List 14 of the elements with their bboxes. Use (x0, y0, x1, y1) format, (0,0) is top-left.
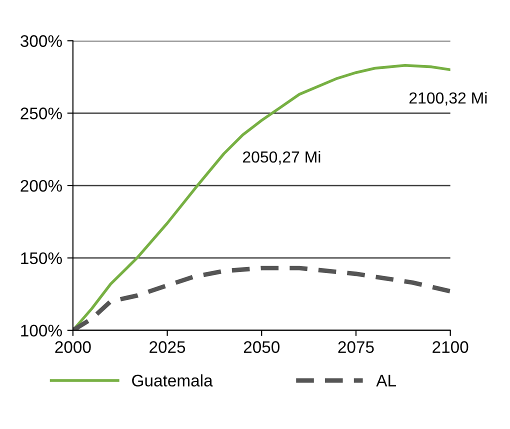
legend-label: AL (376, 374, 396, 386)
x-tick-label: 2025 (150, 341, 186, 353)
x-tick-label: 2100 (432, 341, 468, 353)
x-tick-label: 2050 (244, 341, 280, 353)
y-tick-label: 150% (21, 252, 62, 264)
annotation: 2050,27 Mi (242, 150, 320, 165)
y-tick-label: 250% (20, 108, 62, 120)
y-tick-label: 100% (21, 324, 62, 337)
x-tick-label: 2000 (55, 341, 91, 353)
annotation: 2100,32 Mi (409, 92, 487, 106)
x-tick-label: 2075 (338, 341, 374, 353)
y-tick-label: 200% (20, 180, 62, 192)
y-tick-label: 300% (20, 35, 62, 47)
legend-label: Guatemala (132, 374, 213, 387)
